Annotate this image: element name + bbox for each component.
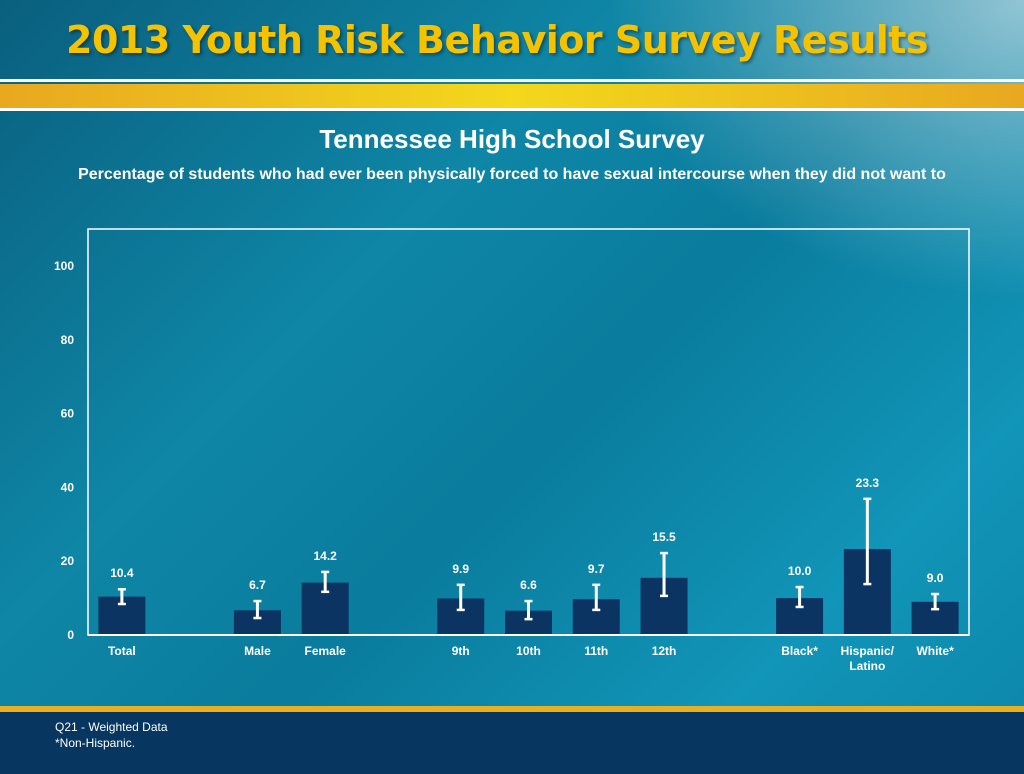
x-tick-label: 11th — [584, 644, 608, 658]
x-tick-label: Female — [305, 644, 347, 658]
data-label: 9.9 — [452, 562, 469, 576]
chart-title: Tennessee High School Survey — [319, 124, 705, 154]
background-glow — [604, 0, 1024, 300]
data-label: 23.3 — [856, 476, 880, 490]
footnote-weighted: Q21 - Weighted Data — [55, 720, 168, 734]
data-label: 10.4 — [110, 566, 134, 580]
chart-subtitle: Percentage of students who had ever been… — [78, 166, 946, 183]
gold-banner — [0, 84, 1024, 108]
plot-frame — [87, 228, 970, 636]
slide-title: 2013 Youth Risk Behavior Survey Results — [66, 18, 929, 62]
footnote-nonhispanic: *Non-Hispanic. — [55, 736, 136, 750]
x-tick-label: Hispanic/Latino — [841, 644, 895, 673]
y-tick-label: 80 — [61, 333, 75, 347]
divider — [0, 108, 1024, 111]
x-tick-label: White* — [916, 644, 954, 658]
x-tick-label: Black* — [781, 644, 818, 658]
data-label: 14.2 — [314, 549, 338, 563]
data-label: 10.0 — [788, 564, 812, 578]
y-tick-label: 100 — [54, 259, 74, 273]
data-label: 9.0 — [927, 571, 944, 585]
x-tick-label: 12th — [652, 644, 677, 658]
data-label: 6.6 — [520, 578, 537, 592]
data-label: 15.5 — [652, 530, 676, 544]
data-label: 6.7 — [249, 578, 266, 592]
x-tick-label: 9th — [452, 644, 470, 658]
footer-band — [0, 706, 1024, 774]
y-tick-label: 0 — [67, 628, 74, 642]
x-tick-label: Male — [244, 644, 271, 658]
divider — [0, 79, 1024, 82]
y-tick-label: 40 — [61, 480, 75, 494]
y-tick-label: 20 — [61, 554, 75, 568]
data-label: 9.7 — [588, 562, 605, 576]
x-tick-label: 10th — [516, 644, 541, 658]
y-tick-label: 60 — [61, 407, 75, 421]
x-tick-label: Total — [108, 644, 136, 658]
